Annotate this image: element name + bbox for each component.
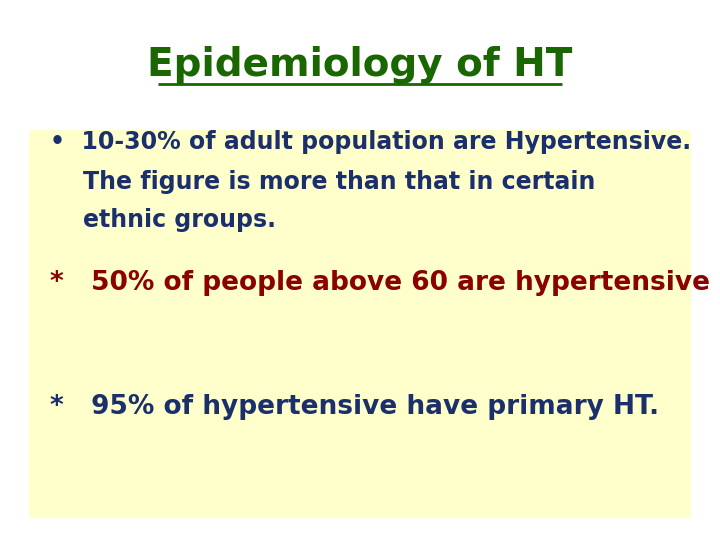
FancyBboxPatch shape [29, 130, 691, 518]
Text: *   95% of hypertensive have primary HT.: * 95% of hypertensive have primary HT. [50, 394, 660, 420]
Text: Epidemiology of HT: Epidemiology of HT [148, 46, 572, 84]
Text: ethnic groups.: ethnic groups. [50, 208, 276, 232]
Text: *   50% of people above 60 are hypertensive: * 50% of people above 60 are hypertensiv… [50, 270, 711, 296]
Text: •  10-30% of adult population are Hypertensive.: • 10-30% of adult population are Hyperte… [50, 130, 691, 153]
Text: The figure is more than that in certain: The figure is more than that in certain [50, 170, 595, 194]
